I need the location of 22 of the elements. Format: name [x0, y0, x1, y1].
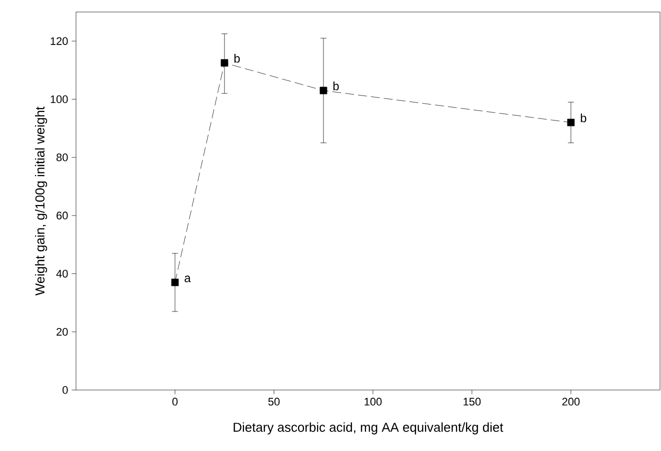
y-tick-label: 120 — [50, 37, 68, 45]
point — [171, 278, 179, 286]
x-tick-label: 200 — [562, 398, 580, 406]
x-tick-label: 150 — [464, 398, 481, 406]
x-tick-label: 0 — [172, 398, 178, 406]
y-tick-label: 100 — [50, 95, 68, 104]
x-tick-label: 100 — [364, 398, 382, 406]
point — [567, 118, 575, 126]
x-tick-label: 50 — [268, 398, 280, 406]
y-tick-label: 60 — [56, 212, 68, 220]
y-tick-label: 20 — [56, 328, 68, 336]
annotation: b — [580, 114, 586, 122]
annotation: b — [333, 82, 339, 90]
y-axis-title: Weight gain, g/100g initial weight — [35, 106, 48, 296]
y-tick-label: 80 — [56, 154, 68, 162]
y-tick-label: 0 — [62, 386, 68, 394]
x-axis-title: Dietary ascorbic acid, mg AA equivalent/kg diet — [234, 422, 504, 434]
annotation: b — [234, 54, 240, 63]
y-tick-label: 40 — [56, 270, 68, 278]
point — [220, 59, 228, 67]
annotation: a — [184, 276, 191, 282]
point — [320, 86, 328, 94]
